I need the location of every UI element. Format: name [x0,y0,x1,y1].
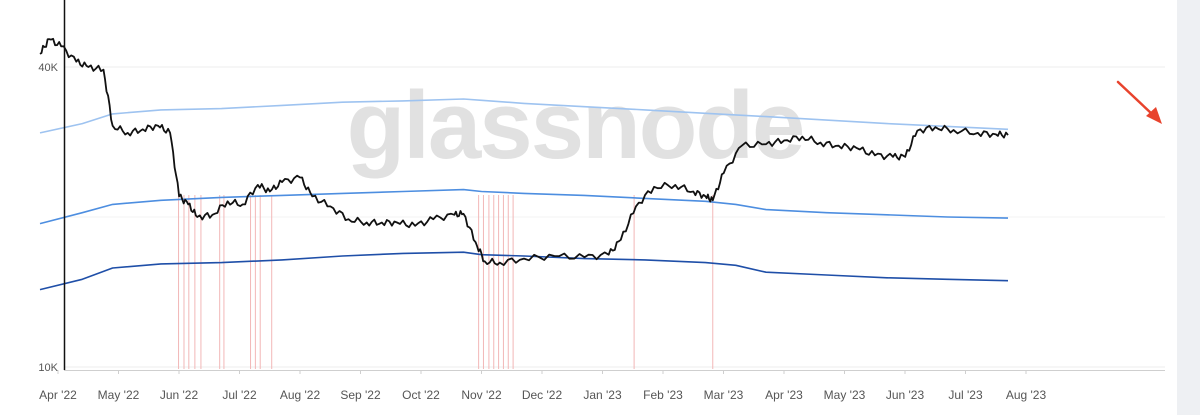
x-tick-label: Dec '22 [522,388,563,402]
x-tick-label: Jul '23 [948,388,983,402]
x-ticks: Apr '22 May '22 Jun '22 Jul '22 Aug '22 Sep '… [39,370,1046,402]
right-scroll-strip [1177,0,1200,415]
x-tick-label: Jun '23 [886,388,925,402]
series-line-band_upper [39,98,1009,134]
x-tick-label: Mar '23 [704,388,744,402]
y-tick-label: 40K [38,62,58,74]
x-tick-label: Aug '22 [280,388,321,402]
x-tick-label: Aug '23 [1006,388,1047,402]
signal-markers [178,195,714,369]
x-tick-label: May '22 [98,388,140,402]
arrow-shaft [1116,80,1154,116]
annotation-arrow [1116,80,1162,124]
x-tick-label: May '23 [824,388,866,402]
watermark: glassnode [347,72,804,179]
y-ticks: 40K 10K [38,62,58,374]
x-tick-label: Nov '22 [461,388,502,402]
series-line-price [39,37,1009,266]
x-tick-label: Jul '22 [222,388,257,402]
x-tick-label: Sep '22 [340,388,381,402]
series-line-band_lower [39,251,1009,291]
series-line-band_middle [39,188,1009,225]
series-lines [39,37,1009,291]
x-tick-label: Jan '23 [583,388,622,402]
x-tick-label: Jun '22 [160,388,199,402]
x-tick-label: Feb '23 [643,388,683,402]
y-tick-label: 10K [38,362,58,374]
x-tick-label: Apr '23 [765,388,803,402]
x-tick-label: Apr '22 [39,388,77,402]
x-tick-label: Oct '22 [402,388,440,402]
arrow-head [1146,107,1162,124]
